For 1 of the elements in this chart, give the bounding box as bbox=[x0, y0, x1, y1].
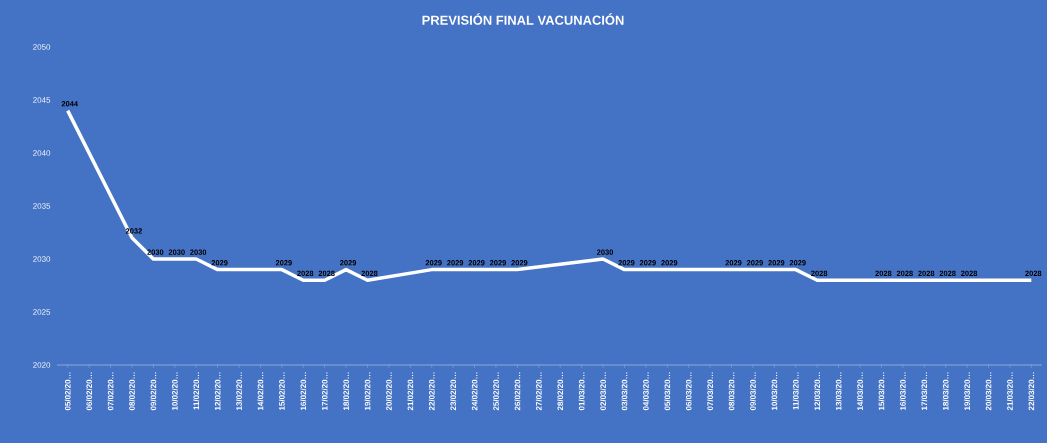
chart-title: PREVISIÓN FINAL VACUNACIÓN bbox=[422, 13, 624, 25]
